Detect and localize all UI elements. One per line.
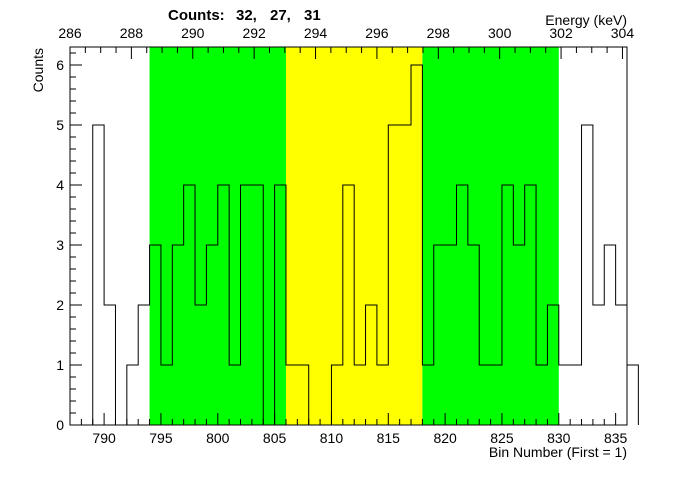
y-tick-label: 5 <box>56 117 64 133</box>
x2-tick-label: 288 <box>120 25 144 41</box>
x-tick-label: 805 <box>263 430 287 446</box>
x-axis-label: Bin Number (First = 1) <box>489 444 627 460</box>
x-tick-label: 790 <box>92 430 116 446</box>
region-3 <box>422 47 559 425</box>
plot-frame <box>69 46 628 426</box>
header-count-left: 32, <box>236 7 257 24</box>
y-axis-label: Counts <box>30 48 46 92</box>
x2-tick-label: 302 <box>549 25 573 41</box>
y-tick-label: 3 <box>56 237 64 253</box>
header-count-peak: 27, <box>270 7 291 24</box>
x2-tick-label: 292 <box>242 25 266 41</box>
axis-layer: 790 795 800 805 810 815 820 825 830 835 0 1 2 3 4 5 6 286… <box>56 25 634 446</box>
x-tick-label: 825 <box>490 430 514 446</box>
x-tick-label: 795 <box>149 430 173 446</box>
y-tick-label: 2 <box>56 297 64 313</box>
x-tick-label: 835 <box>604 430 628 446</box>
x-tick-label: 820 <box>433 430 457 446</box>
x2-tick-label: 298 <box>427 25 451 41</box>
x2-tick-label: 296 <box>365 25 389 41</box>
x2-tick-label: 300 <box>488 25 512 41</box>
x-tick-label: 810 <box>320 430 344 446</box>
header-count-right: 31 <box>304 7 321 24</box>
x-tick-label: 815 <box>377 430 401 446</box>
x2-tick-label: 290 <box>181 25 205 41</box>
x2-tick-label: 286 <box>58 25 82 41</box>
header-counts-label: Counts: <box>168 7 225 24</box>
y-tick-label: 1 <box>56 357 64 373</box>
y-tick-label: 6 <box>56 57 64 73</box>
y-tick-label: 4 <box>56 177 64 193</box>
x2-tick-label: 294 <box>304 25 328 41</box>
y-tick-label: 0 <box>56 417 64 433</box>
x-tick-label: 830 <box>547 430 571 446</box>
x-tick-label: 800 <box>206 430 230 446</box>
x2-tick-label: 304 <box>611 25 635 41</box>
histogram-layer <box>81 64 639 426</box>
histogram-line <box>81 64 639 426</box>
x2-axis-label: Energy (keV) <box>545 12 627 28</box>
